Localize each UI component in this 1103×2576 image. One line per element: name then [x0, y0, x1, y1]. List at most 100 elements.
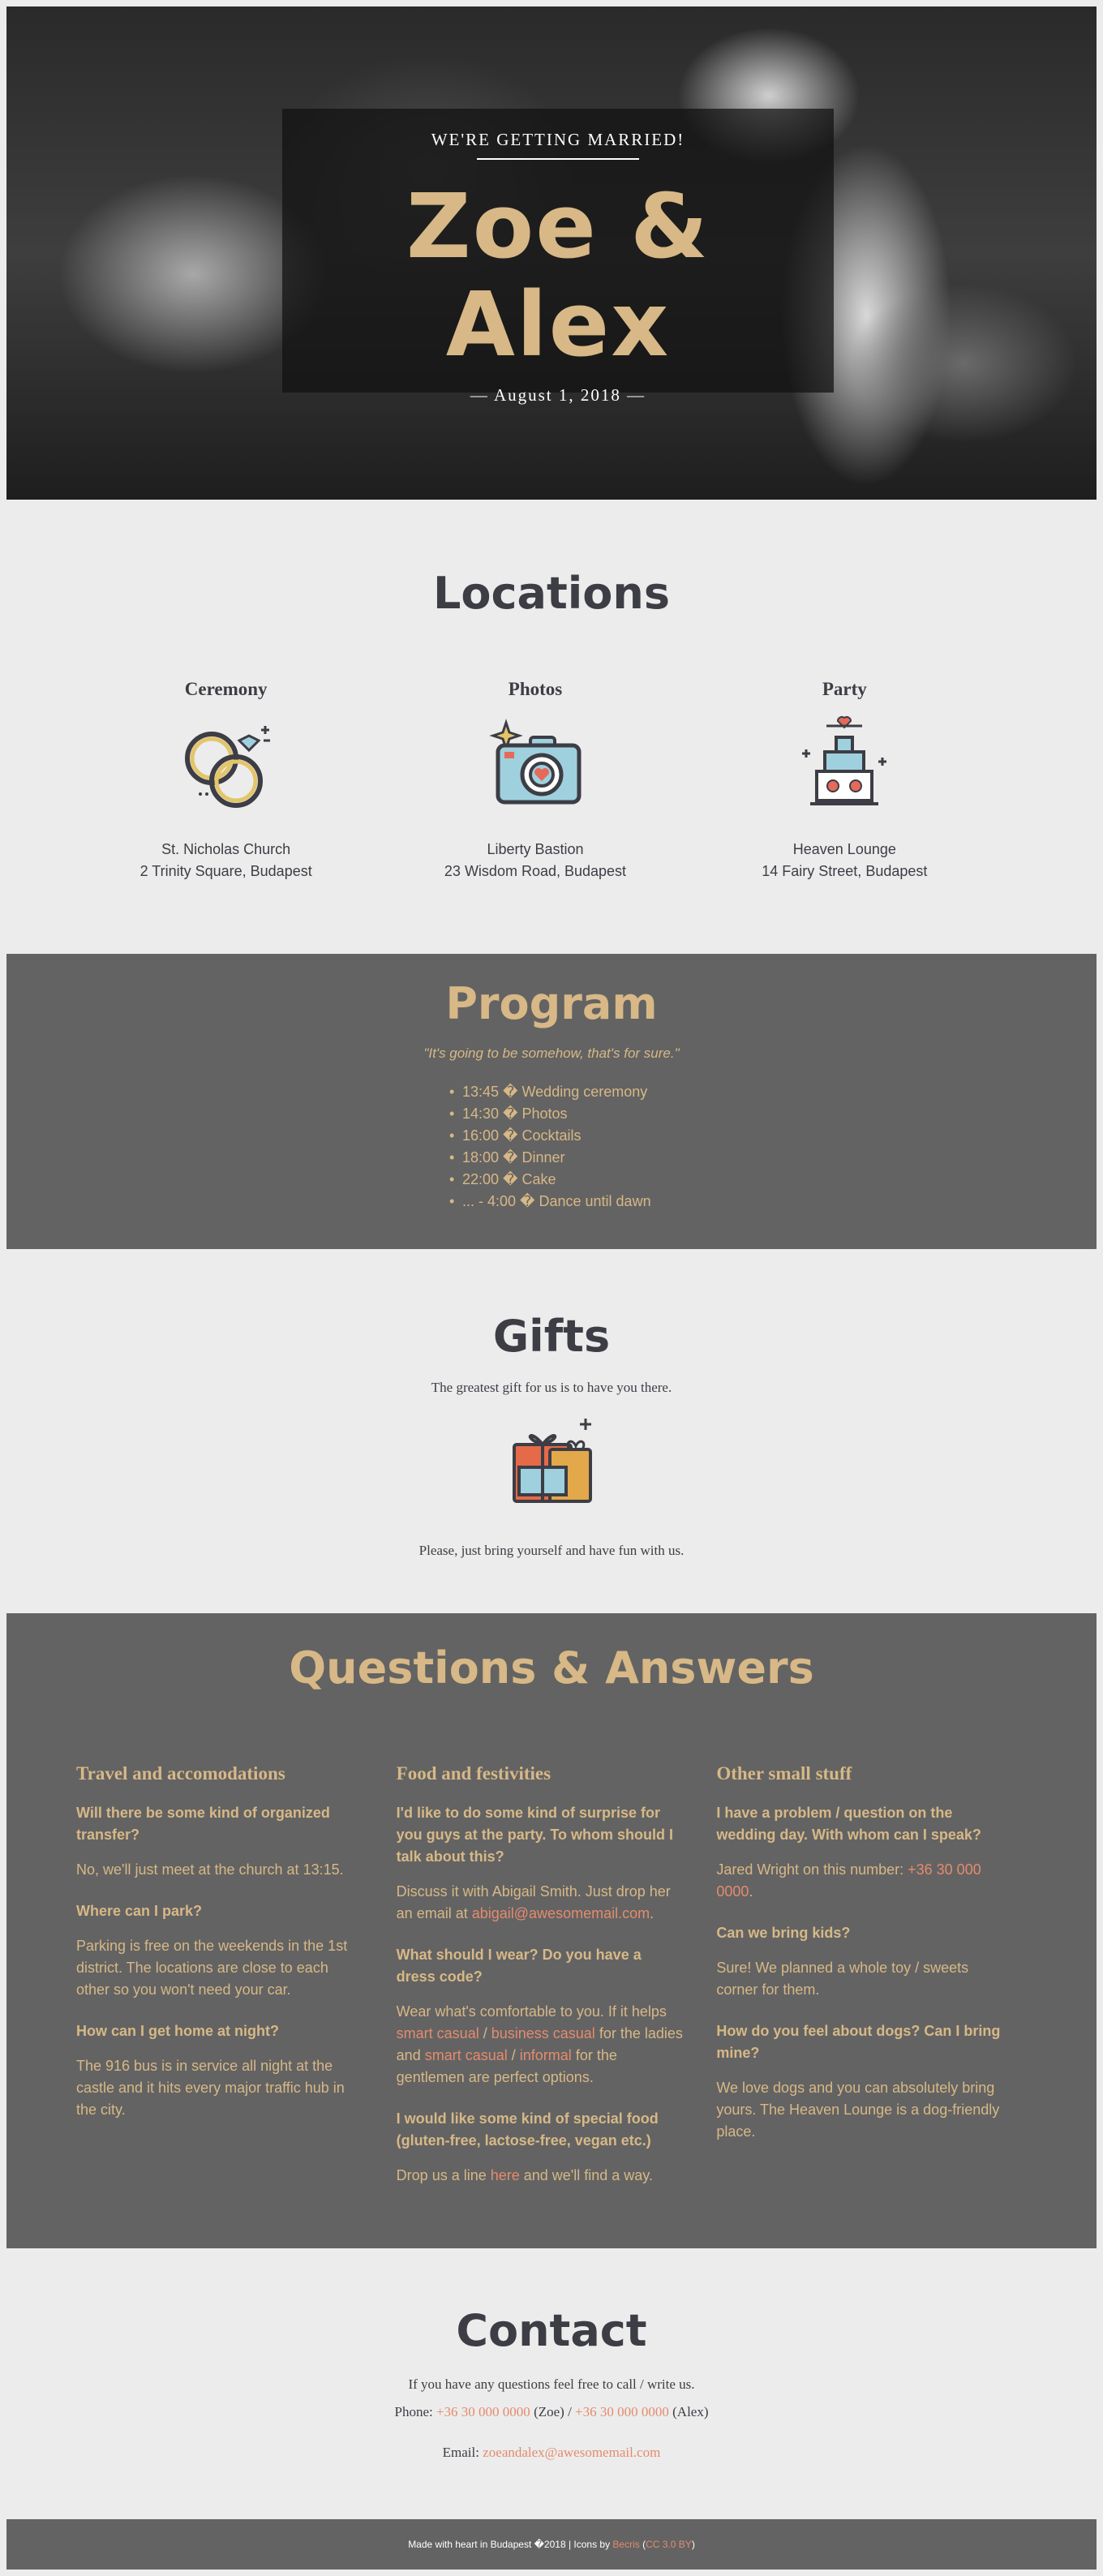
email-label: Email:	[442, 2445, 483, 2460]
qa-section: Questions & Answers Travel and accomodat…	[6, 1613, 1097, 2248]
business-casual-link[interactable]: business casual	[491, 2025, 595, 2041]
program-quote: "It's going to be somehow, that's for su…	[423, 1045, 680, 1061]
contact-title: Contact	[456, 2305, 647, 2356]
hero-couple-names: Zoe & Alex	[406, 174, 710, 376]
qa-answer: Sure! We planned a whole toy / sweets co…	[716, 1960, 969, 1998]
qa-column-heading: Food and festivities	[396, 1763, 552, 1784]
qa-column-food: Food and festivities I'd like to do some…	[397, 1763, 717, 2206]
zoe-phone-link[interactable]: +36 30 000 0000	[436, 2404, 530, 2419]
qa-question: Where can I park?	[76, 1903, 203, 1919]
qa-question: I would like some kind of special food (…	[396, 2110, 659, 2149]
license-link[interactable]: CC 3.0 BY	[646, 2539, 692, 2550]
footer-text: (	[639, 2539, 646, 2550]
footer: Made with heart in Budapest �2018 | Icon…	[6, 2519, 1097, 2570]
special-food-here-link[interactable]: here	[490, 2167, 520, 2183]
icons-author-link[interactable]: Becris	[612, 2539, 640, 2550]
smart-casual-gentlemen-link[interactable]: smart casual	[424, 2047, 508, 2063]
page: WE'RE GETTING MARRIED! Zoe & Alex — Augu…	[0, 6, 1103, 2570]
qa-answer-text: Wear what's comfortable to you. If it he…	[396, 2003, 667, 2020]
gifts-title: Gifts	[492, 1311, 611, 1362]
contact-email: Email: zoeandalex@awesomemail.com	[6, 2439, 1097, 2467]
program-title: Program	[445, 978, 658, 1029]
couple-email-link[interactable]: zoeandalex@awesomemail.com	[483, 2445, 661, 2460]
locations-title: Locations	[433, 568, 670, 619]
program-list: 13:45 � Wedding ceremony 14:30 � Photos …	[430, 1081, 673, 1213]
qa-answer-text: Jared Wright on this number:	[716, 1861, 908, 1878]
qa-answer-text: for the ladies and	[396, 2025, 683, 2063]
location-ceremony: Ceremony St. Nicholas Church 2 Trinity S…	[71, 679, 380, 882]
contact-intro: If you have any questions feel free to c…	[408, 2376, 695, 2392]
location-address: Heaven Lounge 14 Fairy Street, Budapest	[690, 839, 999, 882]
location-heading: Party	[822, 679, 867, 699]
qa-question: Will there be some kind of organized tra…	[76, 1805, 330, 1843]
program-item: 14:30 � Photos	[449, 1103, 673, 1125]
location-street: 2 Trinity Square, Budapest	[139, 863, 312, 879]
program-item: ... - 4:00 � Dance until dawn	[449, 1191, 673, 1213]
gifts-note: Please, just bring yourself and have fun…	[418, 1543, 685, 1558]
qa-question: Can we bring kids?	[716, 1925, 851, 1941]
qa-answer: Drop us a line here and we'll find a way…	[397, 2165, 685, 2187]
location-place: Liberty Bastion	[487, 841, 584, 857]
qa-answer: Discuss it with Abigail Smith. Just drop…	[397, 1881, 685, 1925]
location-party: Party Heaven Lounge 1	[690, 679, 999, 882]
program-item: 16:00 � Cocktails	[449, 1125, 673, 1147]
abigail-email-link[interactable]: abigail@awesomemail.com	[471, 1905, 650, 1921]
qa-title: Questions & Answers	[289, 1642, 814, 1694]
location-address: St. Nicholas Church 2 Trinity Square, Bu…	[71, 839, 380, 882]
qa-answer: Wear what's comfortable to you. If it he…	[397, 2001, 685, 2089]
qa-question: How can I get home at night?	[76, 2023, 280, 2039]
qa-question: I'd like to do some kind of surprise for…	[396, 1805, 674, 1865]
program-item: 22:00 � Cake	[449, 1169, 673, 1191]
location-street: 23 Wisdom Road, Budapest	[444, 863, 627, 879]
qa-column-travel: Travel and accomodations Will there be s…	[76, 1763, 397, 2206]
alex-phone-link[interactable]: +36 30 000 0000	[575, 2404, 669, 2419]
qa-question: How do you feel about dogs? Can I bring …	[716, 2023, 1001, 2061]
program-item: 18:00 � Dinner	[449, 1147, 673, 1169]
gift-icon	[513, 1419, 592, 1503]
phone-owner: (Alex)	[668, 2404, 709, 2419]
qa-answer-text: and we'll find a way.	[519, 2167, 653, 2183]
qa-answer-text: /	[507, 2047, 520, 2063]
program-item: 13:45 � Wedding ceremony	[449, 1081, 673, 1103]
qa-answer-text: Drop us a line	[396, 2167, 491, 2183]
camera-icon	[489, 719, 582, 805]
qa-column-heading: Travel and accomodations	[76, 1763, 285, 1784]
qa-grid: Travel and accomodations Will there be s…	[76, 1763, 1036, 2206]
hero-banner: WE'RE GETTING MARRIED! Zoe & Alex — Augu…	[6, 6, 1097, 500]
location-photos: Photos Liberty Bastion 23 Wisdom Road, B…	[380, 679, 689, 882]
phone-owner: (Zoe) /	[530, 2404, 576, 2419]
hero-overlay-box: WE'RE GETTING MARRIED! Zoe & Alex — Augu…	[282, 109, 834, 405]
location-street: 14 Fairy Street, Budapest	[762, 863, 928, 879]
locations-section: Locations Ceremony St. Nicholas Church	[6, 500, 1097, 954]
location-address: Liberty Bastion 23 Wisdom Road, Budapest	[380, 839, 689, 882]
qa-answer-text: /	[479, 2025, 491, 2041]
gifts-section: Gifts The greatest gift for us is to hav…	[6, 1249, 1097, 1613]
jared-phone-link[interactable]: +36 30 000 0000	[716, 1861, 981, 1900]
rings-icon	[184, 726, 270, 808]
program-section: Program "It's going to be somehow, that'…	[6, 954, 1097, 1249]
contact-section: Contact If you have any questions feel f…	[6, 2248, 1097, 2519]
location-heading: Photos	[508, 679, 563, 699]
qa-answer-text: for the gentlemen are perfect options.	[396, 2047, 617, 2085]
hero-kicker: WE'RE GETTING MARRIED!	[431, 130, 685, 149]
qa-answer-text: .	[749, 1883, 753, 1900]
smart-casual-ladies-link[interactable]: smart casual	[396, 2025, 479, 2041]
location-heading: Ceremony	[184, 679, 268, 699]
qa-column-other: Other small stuff I have a problem / que…	[716, 1763, 1036, 2206]
contact-phones: Phone: +36 30 000 0000 (Zoe) / +36 30 00…	[6, 2398, 1097, 2426]
qa-question: What should I wear? Do you have a dress …	[396, 1947, 642, 1985]
qa-question: I have a problem / question on the weddi…	[716, 1805, 981, 1843]
qa-answer: Jared Wright on this number: +36 30 000 …	[716, 1859, 1004, 1903]
informal-link[interactable]: informal	[519, 2047, 572, 2063]
gifts-intro: The greatest gift for us is to have you …	[431, 1380, 672, 1395]
qa-answer: Parking is free on the weekends in the 1…	[76, 1938, 348, 1998]
qa-answer-text: .	[650, 1905, 655, 1921]
footer-text: )	[691, 2539, 695, 2550]
location-place: Heaven Lounge	[792, 841, 896, 857]
qa-answer: We love dogs and you can absolutely brin…	[716, 2080, 1000, 2140]
locations-grid: Ceremony St. Nicholas Church 2 Trinity S…	[71, 679, 999, 882]
location-place: St. Nicholas Church	[161, 841, 291, 857]
hero-divider	[477, 158, 639, 160]
qa-answer-text: Discuss it with Abigail Smith. Just drop…	[396, 1883, 671, 1921]
qa-answer: The 916 bus is in service all night at t…	[76, 2058, 345, 2118]
